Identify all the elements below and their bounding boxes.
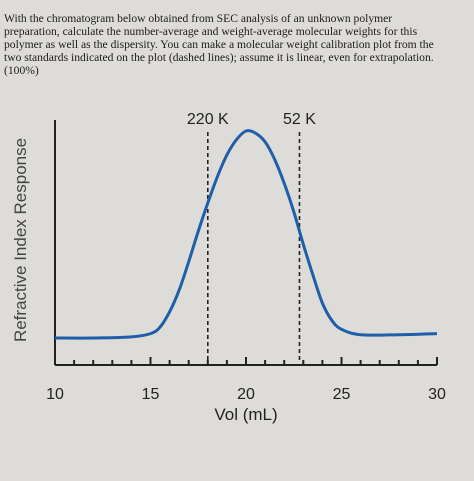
chromatogram-curve — [54, 129, 438, 340]
question-line: (100%) — [4, 64, 39, 77]
x-tick-label: 10 — [46, 386, 64, 403]
standard-label: 52 K — [283, 111, 316, 128]
x-ticks: 10 15 20 25 30 — [46, 357, 446, 403]
y-axis-label: Refractive Index Response — [11, 138, 30, 342]
x-tick-label: 20 — [237, 386, 255, 403]
question-line: preparation, calculate the number-averag… — [4, 25, 418, 38]
question-line: With the chromatogram below obtained fro… — [4, 12, 393, 25]
x-tick-label: 15 — [142, 386, 160, 403]
x-tick-label: 30 — [428, 386, 446, 403]
annotations: 220 K 52 K — [187, 111, 316, 128]
chart-axes — [54, 120, 437, 366]
x-tick-label: 25 — [333, 386, 351, 403]
question-line: polymer as well as the dispersity. You c… — [4, 38, 434, 51]
question-text: With the chromatogram below obtained fro… — [4, 12, 444, 77]
standard-lines — [207, 132, 301, 363]
curve-layer — [54, 129, 438, 340]
standard-label: 220 K — [187, 111, 229, 128]
x-axis-label: Vol (mL) — [214, 405, 277, 424]
question-line: two standards indicated on the plot (das… — [4, 51, 434, 64]
